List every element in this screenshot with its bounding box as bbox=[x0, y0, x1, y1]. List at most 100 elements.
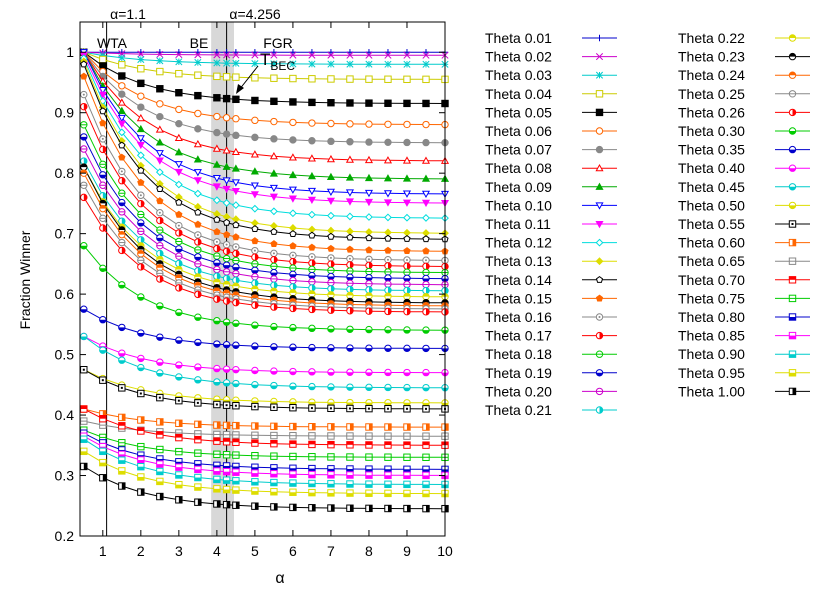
data-point-detail bbox=[251, 294, 259, 299]
legend-entry: Theta 0.14 bbox=[485, 272, 617, 288]
data-point-detail bbox=[406, 505, 411, 512]
data-point bbox=[384, 75, 392, 83]
data-point-detail bbox=[292, 423, 297, 430]
data-point bbox=[421, 174, 431, 182]
data-point bbox=[402, 156, 412, 164]
data-point-detail bbox=[273, 256, 278, 263]
series-theta-0-90 bbox=[80, 435, 449, 489]
data-point-detail bbox=[327, 347, 335, 352]
data-point-detail bbox=[387, 505, 392, 512]
data-point-detail bbox=[156, 481, 164, 485]
data-point-detail bbox=[789, 186, 796, 191]
data-point-detail bbox=[223, 438, 230, 442]
data-point bbox=[175, 89, 183, 97]
data-point bbox=[403, 51, 411, 59]
legend-label: Theta 0.12 bbox=[485, 235, 552, 251]
data-point bbox=[155, 125, 164, 133]
data-point bbox=[289, 136, 297, 144]
legend-label: Theta 0.06 bbox=[485, 123, 552, 139]
data-point-detail bbox=[789, 276, 796, 280]
data-point-detail bbox=[118, 226, 126, 230]
data-point bbox=[595, 71, 604, 79]
data-point-detail bbox=[425, 263, 430, 270]
data-point-detail bbox=[789, 205, 796, 209]
data-point bbox=[403, 228, 411, 237]
series-theta-0-09 bbox=[79, 48, 450, 182]
data-point-detail bbox=[137, 246, 145, 250]
legend-entry: Theta 0.35 bbox=[678, 142, 810, 158]
data-point bbox=[326, 154, 335, 163]
data-point bbox=[250, 191, 259, 199]
data-point-detail bbox=[102, 146, 107, 153]
data-point bbox=[346, 51, 354, 59]
data-point-detail bbox=[311, 423, 316, 430]
data-point-detail bbox=[80, 309, 88, 313]
data-point-detail bbox=[137, 460, 145, 464]
data-point bbox=[403, 213, 411, 222]
data-point-detail bbox=[422, 372, 430, 376]
data-point-detail bbox=[384, 348, 392, 352]
data-point bbox=[232, 221, 240, 229]
data-point-detail bbox=[403, 441, 411, 446]
data-point-detail bbox=[365, 348, 373, 352]
data-point bbox=[308, 210, 316, 219]
data-point bbox=[156, 112, 164, 121]
data-point-detail bbox=[137, 222, 145, 227]
data-point bbox=[384, 120, 392, 128]
data-point-detail bbox=[270, 385, 278, 389]
data-point-detail bbox=[156, 264, 164, 268]
data-point-detail bbox=[137, 466, 145, 470]
data-point-detail bbox=[273, 423, 278, 430]
data-point-detail bbox=[346, 348, 354, 352]
data-point bbox=[307, 196, 316, 205]
data-point-detail bbox=[223, 480, 230, 484]
data-point-detail bbox=[118, 422, 126, 426]
legend-entry: Theta 0.75 bbox=[678, 290, 810, 306]
data-point-detail bbox=[348, 257, 351, 260]
data-point-detail bbox=[159, 217, 164, 224]
data-point-detail bbox=[792, 388, 796, 395]
legend-label: Theta 0.18 bbox=[485, 346, 552, 362]
data-point bbox=[421, 190, 431, 199]
data-point-detail bbox=[330, 285, 335, 292]
data-point-detail bbox=[102, 474, 107, 481]
data-point-detail bbox=[223, 344, 230, 348]
data-point-detail bbox=[346, 475, 354, 479]
data-point-detail bbox=[118, 470, 126, 475]
data-point bbox=[403, 60, 411, 68]
data-point-detail bbox=[196, 401, 199, 404]
data-point-detail bbox=[789, 149, 796, 153]
data-point bbox=[346, 60, 354, 68]
data-point bbox=[384, 228, 392, 237]
data-point-detail bbox=[213, 368, 221, 372]
series-theta-0-15 bbox=[80, 72, 449, 255]
data-point bbox=[250, 150, 259, 158]
data-point-detail bbox=[365, 475, 373, 479]
series-theta-0-20 bbox=[80, 145, 449, 289]
tbec-arrowhead bbox=[236, 84, 244, 94]
legend-entry: Theta 0.08 bbox=[485, 160, 617, 176]
data-point bbox=[251, 133, 259, 142]
data-point bbox=[222, 146, 231, 154]
data-point-detail bbox=[137, 358, 145, 362]
data-point-detail bbox=[175, 274, 183, 278]
x-tick-label: 7 bbox=[327, 543, 335, 559]
data-point-detail bbox=[406, 262, 411, 270]
data-point-detail bbox=[232, 283, 240, 287]
data-point-detail bbox=[387, 286, 392, 294]
data-point bbox=[270, 74, 278, 82]
data-point bbox=[175, 105, 183, 114]
data-point bbox=[365, 60, 373, 68]
data-point bbox=[595, 90, 604, 98]
data-point-detail bbox=[177, 399, 180, 402]
y-tick-label: 0.8 bbox=[55, 165, 75, 181]
data-point-detail bbox=[272, 252, 275, 255]
data-point-detail bbox=[310, 255, 313, 258]
data-point bbox=[383, 174, 393, 182]
data-point-detail bbox=[384, 475, 392, 479]
data-point-detail bbox=[213, 465, 221, 469]
data-point-detail bbox=[308, 371, 316, 376]
data-point bbox=[118, 72, 126, 80]
data-point bbox=[137, 79, 145, 88]
data-point-detail bbox=[422, 387, 430, 391]
